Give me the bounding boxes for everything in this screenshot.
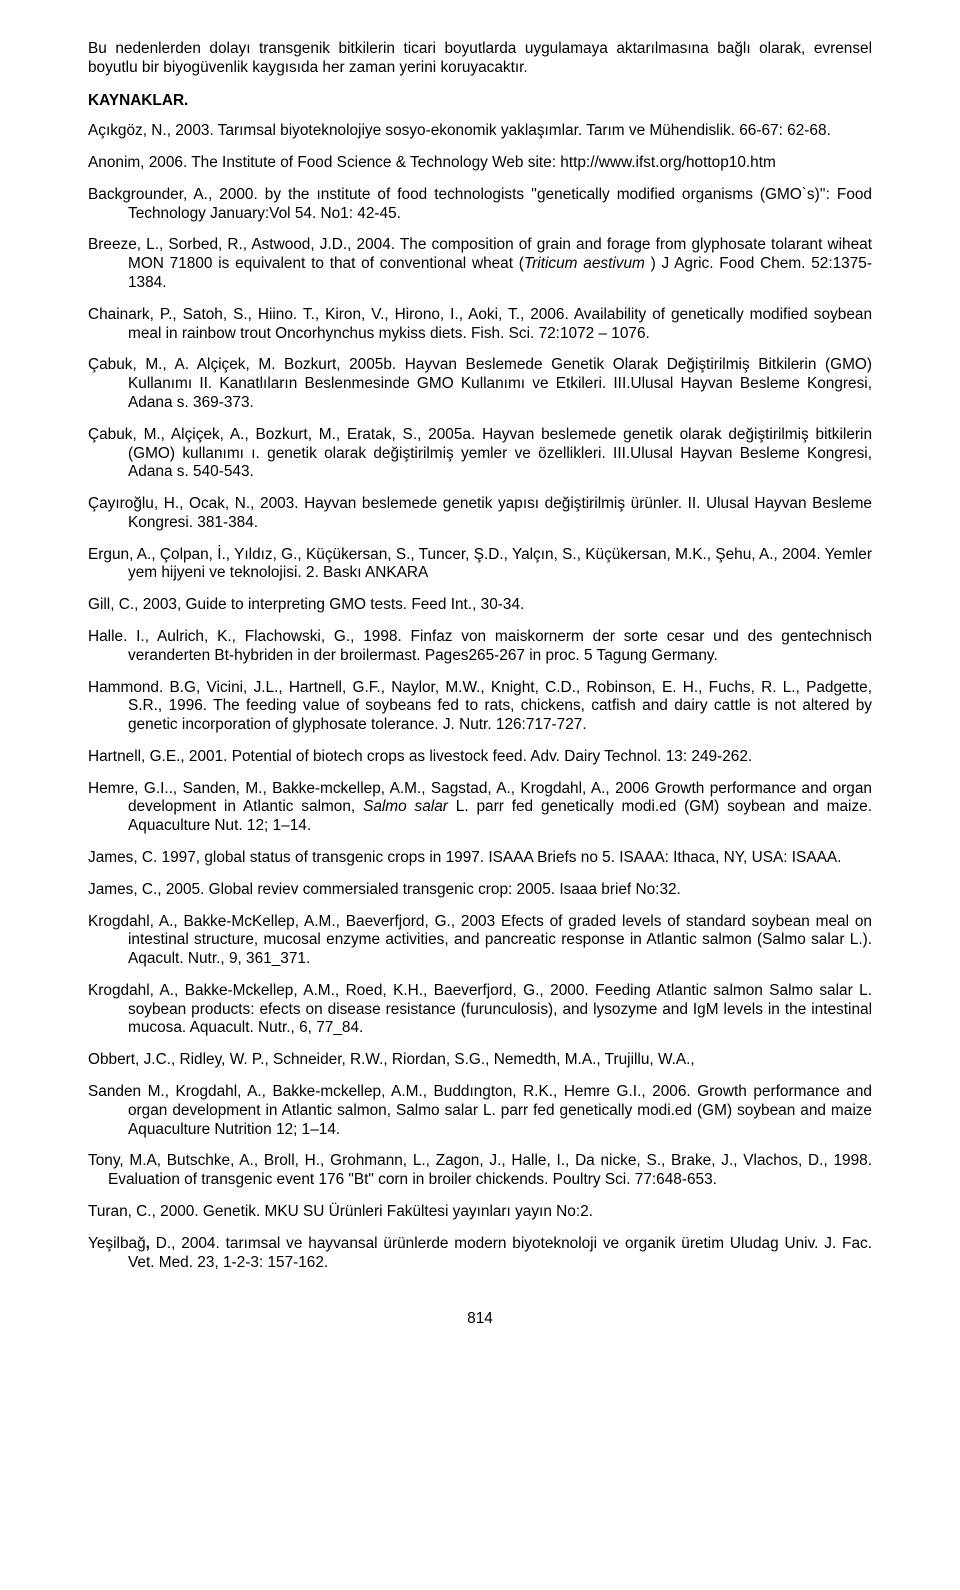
reference-item: Sanden M., Krogdahl, A., Bakke-mckellep,… (88, 1083, 872, 1139)
reference-item: Breeze, L., Sorbed, R., Astwood, J.D., 2… (88, 236, 872, 292)
reference-item: Yeşilbağ, D., 2004. tarımsal ve hayvansa… (88, 1235, 872, 1273)
reference-item: Krogdahl, A., Bakke-Mckellep, A.M., Roed… (88, 982, 872, 1038)
reference-item: Turan, C., 2000. Genetik. MKU SU Ürünler… (88, 1203, 872, 1222)
reference-item: Backgrounder, A., 2000. by the ınstitute… (88, 186, 872, 224)
reference-item: Hartnell, G.E., 2001. Potential of biote… (88, 748, 872, 767)
reference-item: Ergun, A., Çolpan, İ., Yıldız, G., Küçük… (88, 546, 872, 584)
reference-item: Tony, M.A, Butschke, A., Broll, H., Groh… (88, 1152, 872, 1190)
reference-item: Hammond. B.G, Vicini, J.L., Hartnell, G.… (88, 679, 872, 735)
page-root: Bu nedenlerden dolayı transgenik bitkile… (0, 0, 960, 1590)
page-number: 814 (88, 1310, 872, 1329)
references-list: Açıkgöz, N., 2003. Tarımsal biyoteknoloj… (88, 122, 872, 1272)
reference-item: Çayıroğlu, H., Ocak, N., 2003. Hayvan be… (88, 495, 872, 533)
reference-item: James, C. 1997, global status of transge… (88, 849, 872, 868)
reference-item: Gill, C., 2003, Guide to interpreting GM… (88, 596, 872, 615)
reference-item: Krogdahl, A., Bakke-McKellep, A.M., Baev… (88, 913, 872, 969)
reference-item: Chainark, P., Satoh, S., Hiino. T., Kiro… (88, 306, 872, 344)
reference-item: James, C., 2005. Global reviev commersia… (88, 881, 872, 900)
reference-item: Halle. I., Aulrich, K., Flachowski, G., … (88, 628, 872, 666)
reference-item: Hemre, G.I.., Sanden, M., Bakke-mckellep… (88, 780, 872, 836)
reference-item: Obbert, J.C., Ridley, W. P., Schneider, … (88, 1051, 872, 1070)
references-heading: KAYNAKLAR. (88, 92, 872, 111)
reference-item: Çabuk, M., A. Alçiçek, M. Bozkurt, 2005b… (88, 356, 872, 412)
reference-item: Çabuk, M., Alçiçek, A., Bozkurt, M., Era… (88, 426, 872, 482)
intro-paragraph: Bu nedenlerden dolayı transgenik bitkile… (88, 40, 872, 78)
reference-item: Açıkgöz, N., 2003. Tarımsal biyoteknoloj… (88, 122, 872, 141)
reference-item: Anonim, 2006. The Institute of Food Scie… (88, 154, 872, 173)
